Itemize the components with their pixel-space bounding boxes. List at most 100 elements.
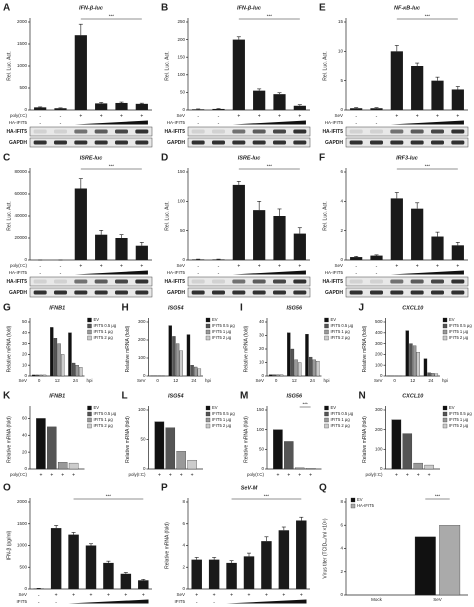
significance-label: *** <box>425 14 431 19</box>
x-axis-unit: hpi <box>324 378 330 383</box>
y-tick-label: 6 <box>340 522 343 527</box>
treatment-sign: + <box>258 113 261 119</box>
y-tick-label: 0 <box>24 107 27 112</box>
legend-label: IFIT5 1 μg <box>94 329 114 334</box>
treatment-sign: + <box>265 592 268 598</box>
treatment-sign: - <box>60 263 62 269</box>
treatment-sign: + <box>191 472 194 478</box>
panel-title: ISG56 <box>286 393 303 399</box>
bar <box>179 350 183 377</box>
y-tick-label: 200 <box>375 427 383 432</box>
y-tick-label: 2 <box>182 564 185 569</box>
legend-swatch <box>87 423 92 429</box>
bar <box>135 103 148 110</box>
treatment-sign: - <box>60 113 62 119</box>
y-tick-label: 100 <box>138 407 146 412</box>
y-tick-label: 8 <box>340 499 343 504</box>
y-tick-label: 200 <box>138 337 146 342</box>
blot-band <box>53 290 68 295</box>
y-tick-label: 0 <box>182 257 185 262</box>
y-tick-label: 0 <box>340 107 343 112</box>
blot-band <box>390 129 404 134</box>
bar <box>74 188 87 260</box>
blot-label: GAPDH <box>9 140 27 146</box>
blot-band <box>369 140 384 145</box>
treatment-sign: + <box>120 113 123 119</box>
y-tick-label: 40000 <box>14 213 27 218</box>
treatment-sign: - <box>197 120 199 126</box>
blot-band <box>451 140 465 145</box>
y-tick-label: 500 <box>19 564 27 569</box>
treatment-sign: + <box>180 472 183 478</box>
y-axis-label: Rel. Luc. Act. <box>6 51 12 80</box>
legend-label: EV <box>94 317 100 322</box>
legend-label: IFIT5 0.5 μg <box>212 411 235 416</box>
treatment-sign: + <box>50 472 53 478</box>
treatment-sign: - <box>197 263 199 269</box>
treatment-sign: + <box>258 263 261 269</box>
legend-label: IFIT5 2 μg <box>212 423 232 428</box>
bar <box>273 216 286 260</box>
panel-letter: I <box>240 303 243 314</box>
bar <box>294 359 298 377</box>
y-axis-label: Rel. Luc. Act. <box>322 201 328 230</box>
bar <box>308 356 313 377</box>
y-tick-label: 50 <box>259 447 265 452</box>
blot-band <box>114 129 129 134</box>
treatment-label: SeV <box>176 592 185 597</box>
treatment-sign: - <box>197 270 199 276</box>
y-tick-label: 150 <box>177 54 185 59</box>
treatment-sign: - <box>197 113 199 119</box>
bar <box>273 94 286 110</box>
blot-band <box>211 279 226 284</box>
treatment-sign: + <box>142 592 145 598</box>
y-tick-label: 250 <box>177 19 185 24</box>
x-axis-unit: hpi <box>442 378 448 383</box>
bar <box>350 108 363 110</box>
bar <box>50 528 62 589</box>
legend-label: IFIT5 2 μg <box>212 335 232 340</box>
y-tick-label: 6 <box>182 521 185 526</box>
legend-label: IFIT5 1 μg <box>212 417 232 422</box>
y-tick-label: 0 <box>24 466 27 471</box>
panel-title: IFN-β-luc <box>79 5 103 11</box>
blot-band <box>53 279 68 284</box>
treatment-sign: + <box>428 472 431 478</box>
treatment-sign: + <box>237 263 240 269</box>
bar <box>71 362 76 377</box>
significance-label: *** <box>109 14 115 19</box>
blot-band <box>94 140 108 145</box>
treatment-sign: - <box>39 270 41 276</box>
dose-ramp <box>74 120 148 125</box>
blot-band <box>293 290 307 295</box>
legend-swatch <box>87 323 92 329</box>
y-axis-label: Rel. Luc. Act. <box>164 201 170 230</box>
blot-band <box>252 129 266 134</box>
y-tick-label: 10 <box>22 362 28 367</box>
legend-swatch <box>205 411 211 417</box>
blot-band <box>369 290 384 295</box>
legend-label: IFIT5 0.5 μg <box>212 323 235 328</box>
y-tick-label: 150 <box>177 169 185 174</box>
bar <box>294 467 305 470</box>
y-axis-label: Relative mRNA (fold) <box>362 416 368 463</box>
blot-label: GAPDH <box>325 140 343 146</box>
dose-ramp <box>226 599 307 604</box>
bar <box>154 421 165 470</box>
blot-strip <box>29 276 153 287</box>
bar <box>192 109 205 110</box>
blot-strip <box>345 287 469 298</box>
x-tick-label: 0 <box>38 378 41 383</box>
y-tick-label: 10 <box>338 49 344 54</box>
blot-band <box>33 129 47 134</box>
legend-swatch <box>324 335 329 341</box>
treatment-sign: + <box>100 113 103 119</box>
blot-band <box>349 290 363 295</box>
treatment-sign: + <box>140 263 143 269</box>
bar <box>135 245 148 260</box>
bar <box>451 245 464 260</box>
bar <box>95 103 108 110</box>
treatment-label: HA-IFIT5 <box>9 270 28 275</box>
treatment-sign: + <box>309 472 312 478</box>
treatment-sign: - <box>355 120 357 126</box>
